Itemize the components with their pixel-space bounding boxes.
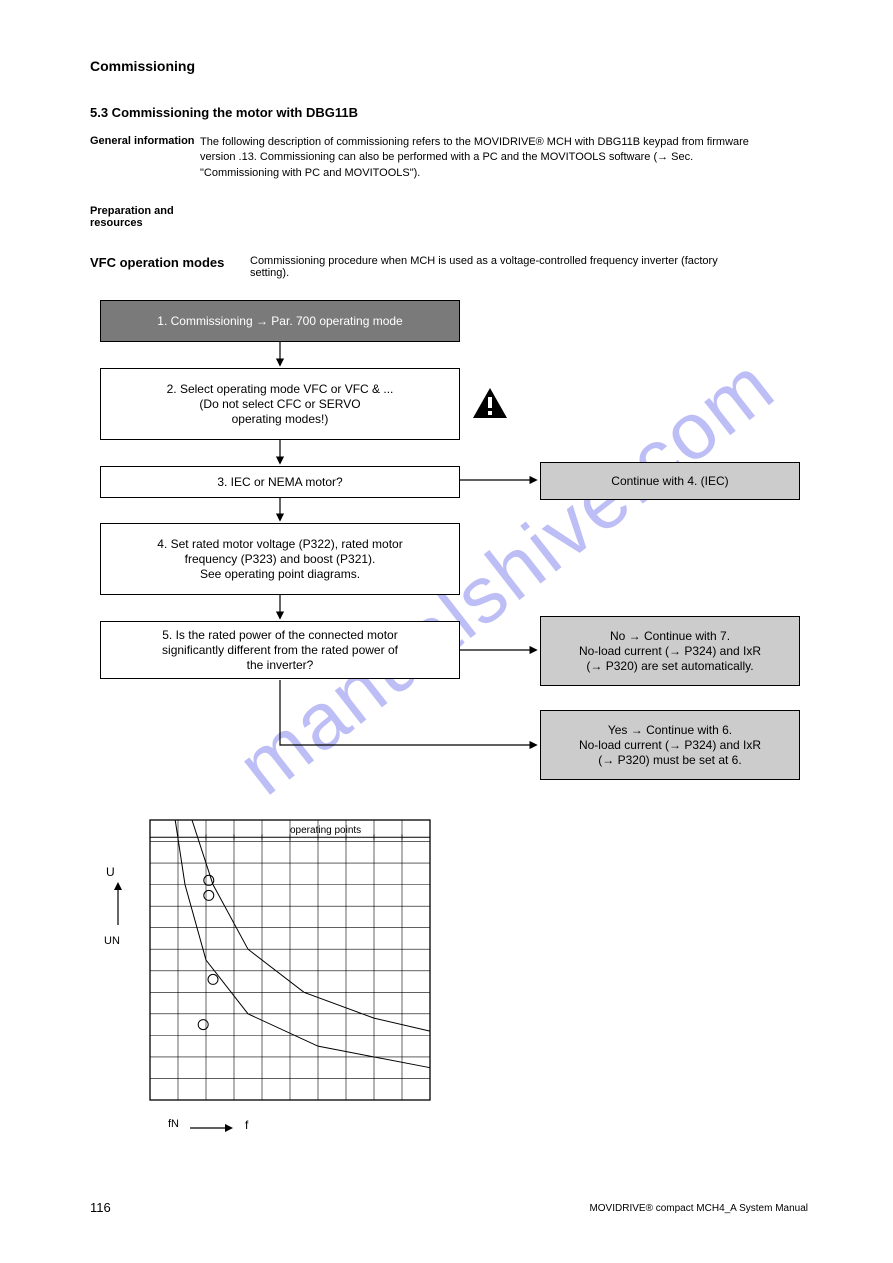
operating-point-chart: operating points bbox=[130, 810, 450, 1150]
flow-step-1: 1. Commissioning → Par. 700 operating mo… bbox=[100, 300, 460, 342]
x-label: f bbox=[245, 1118, 248, 1132]
flow-step-5-yes: Yes → Continue with 6. No-load current (… bbox=[540, 710, 800, 780]
flow-step-3-iec: Continue with 4. (IEC) bbox=[540, 462, 800, 500]
flow-step-5-no: No → Continue with 7. No-load current (→… bbox=[540, 616, 800, 686]
warning-icon bbox=[472, 387, 508, 419]
footer-right: MOVIDRIVE® compact MCH4_A System Manual bbox=[589, 1203, 808, 1214]
x-axis-arrow bbox=[185, 1120, 235, 1136]
y-axis-arrow bbox=[110, 880, 126, 930]
flow-step-3: 3. IEC or NEMA motor? bbox=[100, 466, 460, 498]
y-label-sub: UN bbox=[104, 935, 120, 947]
flow-step-2: 2. Select operating mode VFC or VFC & ..… bbox=[100, 368, 460, 440]
x-label-sub: fN bbox=[168, 1118, 179, 1130]
flow-step-5: 5. Is the rated power of the connected m… bbox=[100, 621, 460, 679]
y-label: U bbox=[106, 865, 115, 879]
svg-text:operating points: operating points bbox=[290, 825, 361, 836]
page-number: 116 bbox=[90, 1200, 111, 1215]
flow-step-4: 4. Set rated motor voltage (P322), rated… bbox=[100, 523, 460, 595]
